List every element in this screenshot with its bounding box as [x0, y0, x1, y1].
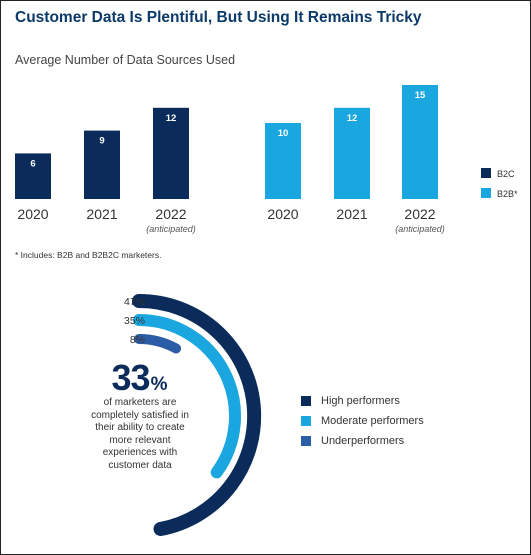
arc-label: 47% — [124, 296, 145, 308]
legend-label: B2B* — [497, 189, 518, 199]
legend-label: B2C — [497, 169, 515, 179]
category-label: 2020 — [267, 206, 298, 222]
legend-swatch — [481, 168, 491, 178]
bar — [153, 107, 189, 199]
legend-label: Moderate performers — [321, 415, 424, 427]
arc-label: 35% — [124, 315, 145, 327]
category-label: 2022 — [404, 206, 435, 222]
category-label: 2021 — [86, 206, 117, 222]
bar — [265, 123, 301, 199]
legend-item: Moderate performers — [301, 411, 424, 431]
stat-description: of marketers are completely satisfied in… — [91, 397, 189, 471]
bar-value-label: 9 — [99, 136, 104, 147]
bar-value-label: 6 — [30, 158, 35, 169]
category-sublabel: (anticipated) — [395, 224, 445, 234]
legend-swatch — [301, 436, 311, 446]
legend-swatch — [301, 396, 311, 406]
bar — [402, 85, 438, 199]
bar-chart: 6 2020 9 2021 12 2022 (anticipated) 10 2020 12 202… — [15, 85, 518, 234]
chart-subtitle: Average Number of Data Sources Used — [15, 53, 236, 67]
bar-value-label: 12 — [166, 113, 177, 124]
legend-item: Underperformers — [301, 431, 424, 451]
bar — [84, 130, 120, 199]
category-sublabel: (anticipated) — [146, 224, 196, 234]
legend-label: Underperformers — [321, 435, 405, 447]
legend-swatch — [301, 416, 311, 426]
arc-segment — [133, 314, 241, 479]
legend-label: High performers — [321, 395, 400, 407]
arc-legend: High performers Moderate performers Unde… — [301, 391, 424, 451]
bar — [334, 107, 370, 199]
category-label: 2022 — [155, 206, 186, 222]
page-title: Customer Data Is Plentiful, But Using It… — [15, 9, 422, 26]
bar-value-label: 12 — [347, 113, 358, 124]
bar-value-label: 10 — [278, 128, 289, 139]
footnote: * Includes: B2B and B2B2C marketers. — [15, 250, 162, 260]
category-label: 2021 — [336, 206, 367, 222]
stat-value: 33% — [84, 357, 194, 399]
arc-segment — [134, 333, 182, 354]
bar — [15, 153, 51, 199]
stat-number: 33 — [111, 357, 151, 398]
legend-item: High performers — [301, 391, 424, 411]
bar-value-label: 15 — [415, 90, 426, 101]
arc-label: 8% — [130, 334, 145, 346]
stat-unit: % — [150, 374, 168, 395]
category-label: 2020 — [17, 206, 48, 222]
arc-segment — [132, 294, 262, 536]
legend-swatch — [481, 188, 491, 198]
